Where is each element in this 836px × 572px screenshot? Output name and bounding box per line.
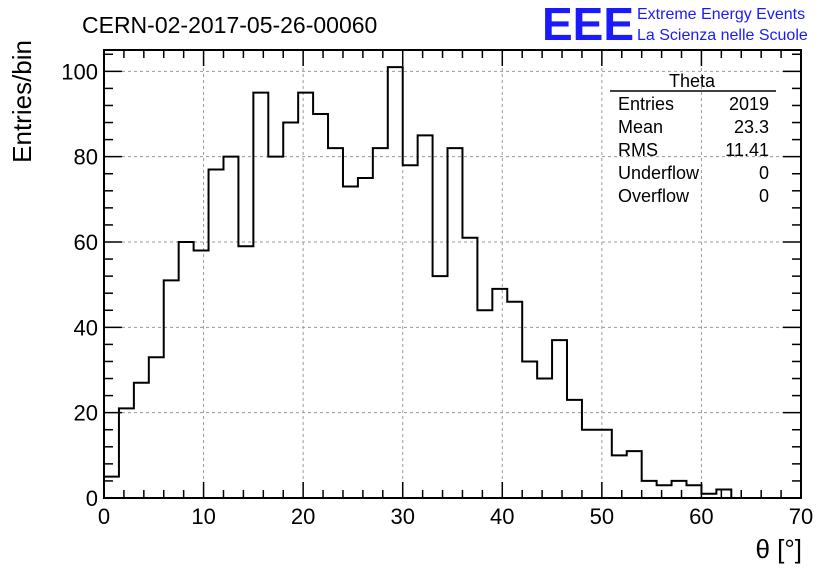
y-axis-title: Entries/bin: [7, 40, 37, 163]
stats-value: 0: [759, 163, 769, 183]
stats-label: Entries: [618, 94, 674, 114]
stats-label: Overflow: [618, 186, 690, 206]
x-tick-label: 40: [490, 504, 514, 529]
stats-value: 0: [759, 186, 769, 206]
axis-ticks: [103, 50, 802, 499]
y-tick-label: 60: [74, 230, 98, 255]
chart-title: CERN-02-2017-05-26-00060: [82, 12, 377, 38]
x-tick-label: 10: [191, 504, 215, 529]
logo-line2: La Scienza nelle Scuole: [637, 27, 808, 44]
stats-rows: Entries 2019 Mean 23.3 RMS 11.41 Underflow 0 Ove…: [618, 94, 769, 206]
stats-label: Mean: [618, 117, 663, 137]
x-tick-label: 60: [689, 504, 713, 529]
y-tick-label: 100: [61, 59, 98, 84]
grid-lines: [104, 50, 801, 498]
x-tick-label: 70: [789, 504, 813, 529]
logo-main-text: EEE: [542, 0, 634, 50]
y-tick-label: 40: [74, 315, 98, 340]
eee-logo: EEE Extreme Energy Events La Scienza nel…: [542, 0, 808, 50]
stats-label: Underflow: [618, 163, 700, 183]
stats-value: 2019: [729, 94, 769, 114]
x-tick-label: 0: [98, 504, 110, 529]
x-tick-label: 50: [590, 504, 614, 529]
stats-label: RMS: [618, 140, 658, 160]
tick-labels: 0 10 20 30 40 50 60 70 0 20 40 60 80 100: [61, 59, 813, 529]
plot-frame: [103, 49, 802, 499]
y-tick-label: 0: [86, 486, 98, 511]
x-tick-label: 20: [291, 504, 315, 529]
stats-value: 11.41: [725, 140, 769, 160]
histogram-outline: [103, 66, 747, 499]
x-axis-title: θ [°]: [755, 534, 802, 564]
x-tick-label: 30: [390, 504, 414, 529]
stats-value: 23.3: [734, 117, 769, 137]
stats-box: Theta Entries 2019 Mean 23.3 RMS 11.41 Underfl…: [610, 71, 776, 206]
stats-title: Theta: [669, 71, 716, 91]
y-tick-label: 20: [74, 401, 98, 426]
y-tick-label: 80: [74, 145, 98, 170]
logo-line1: Extreme Energy Events: [637, 6, 805, 23]
